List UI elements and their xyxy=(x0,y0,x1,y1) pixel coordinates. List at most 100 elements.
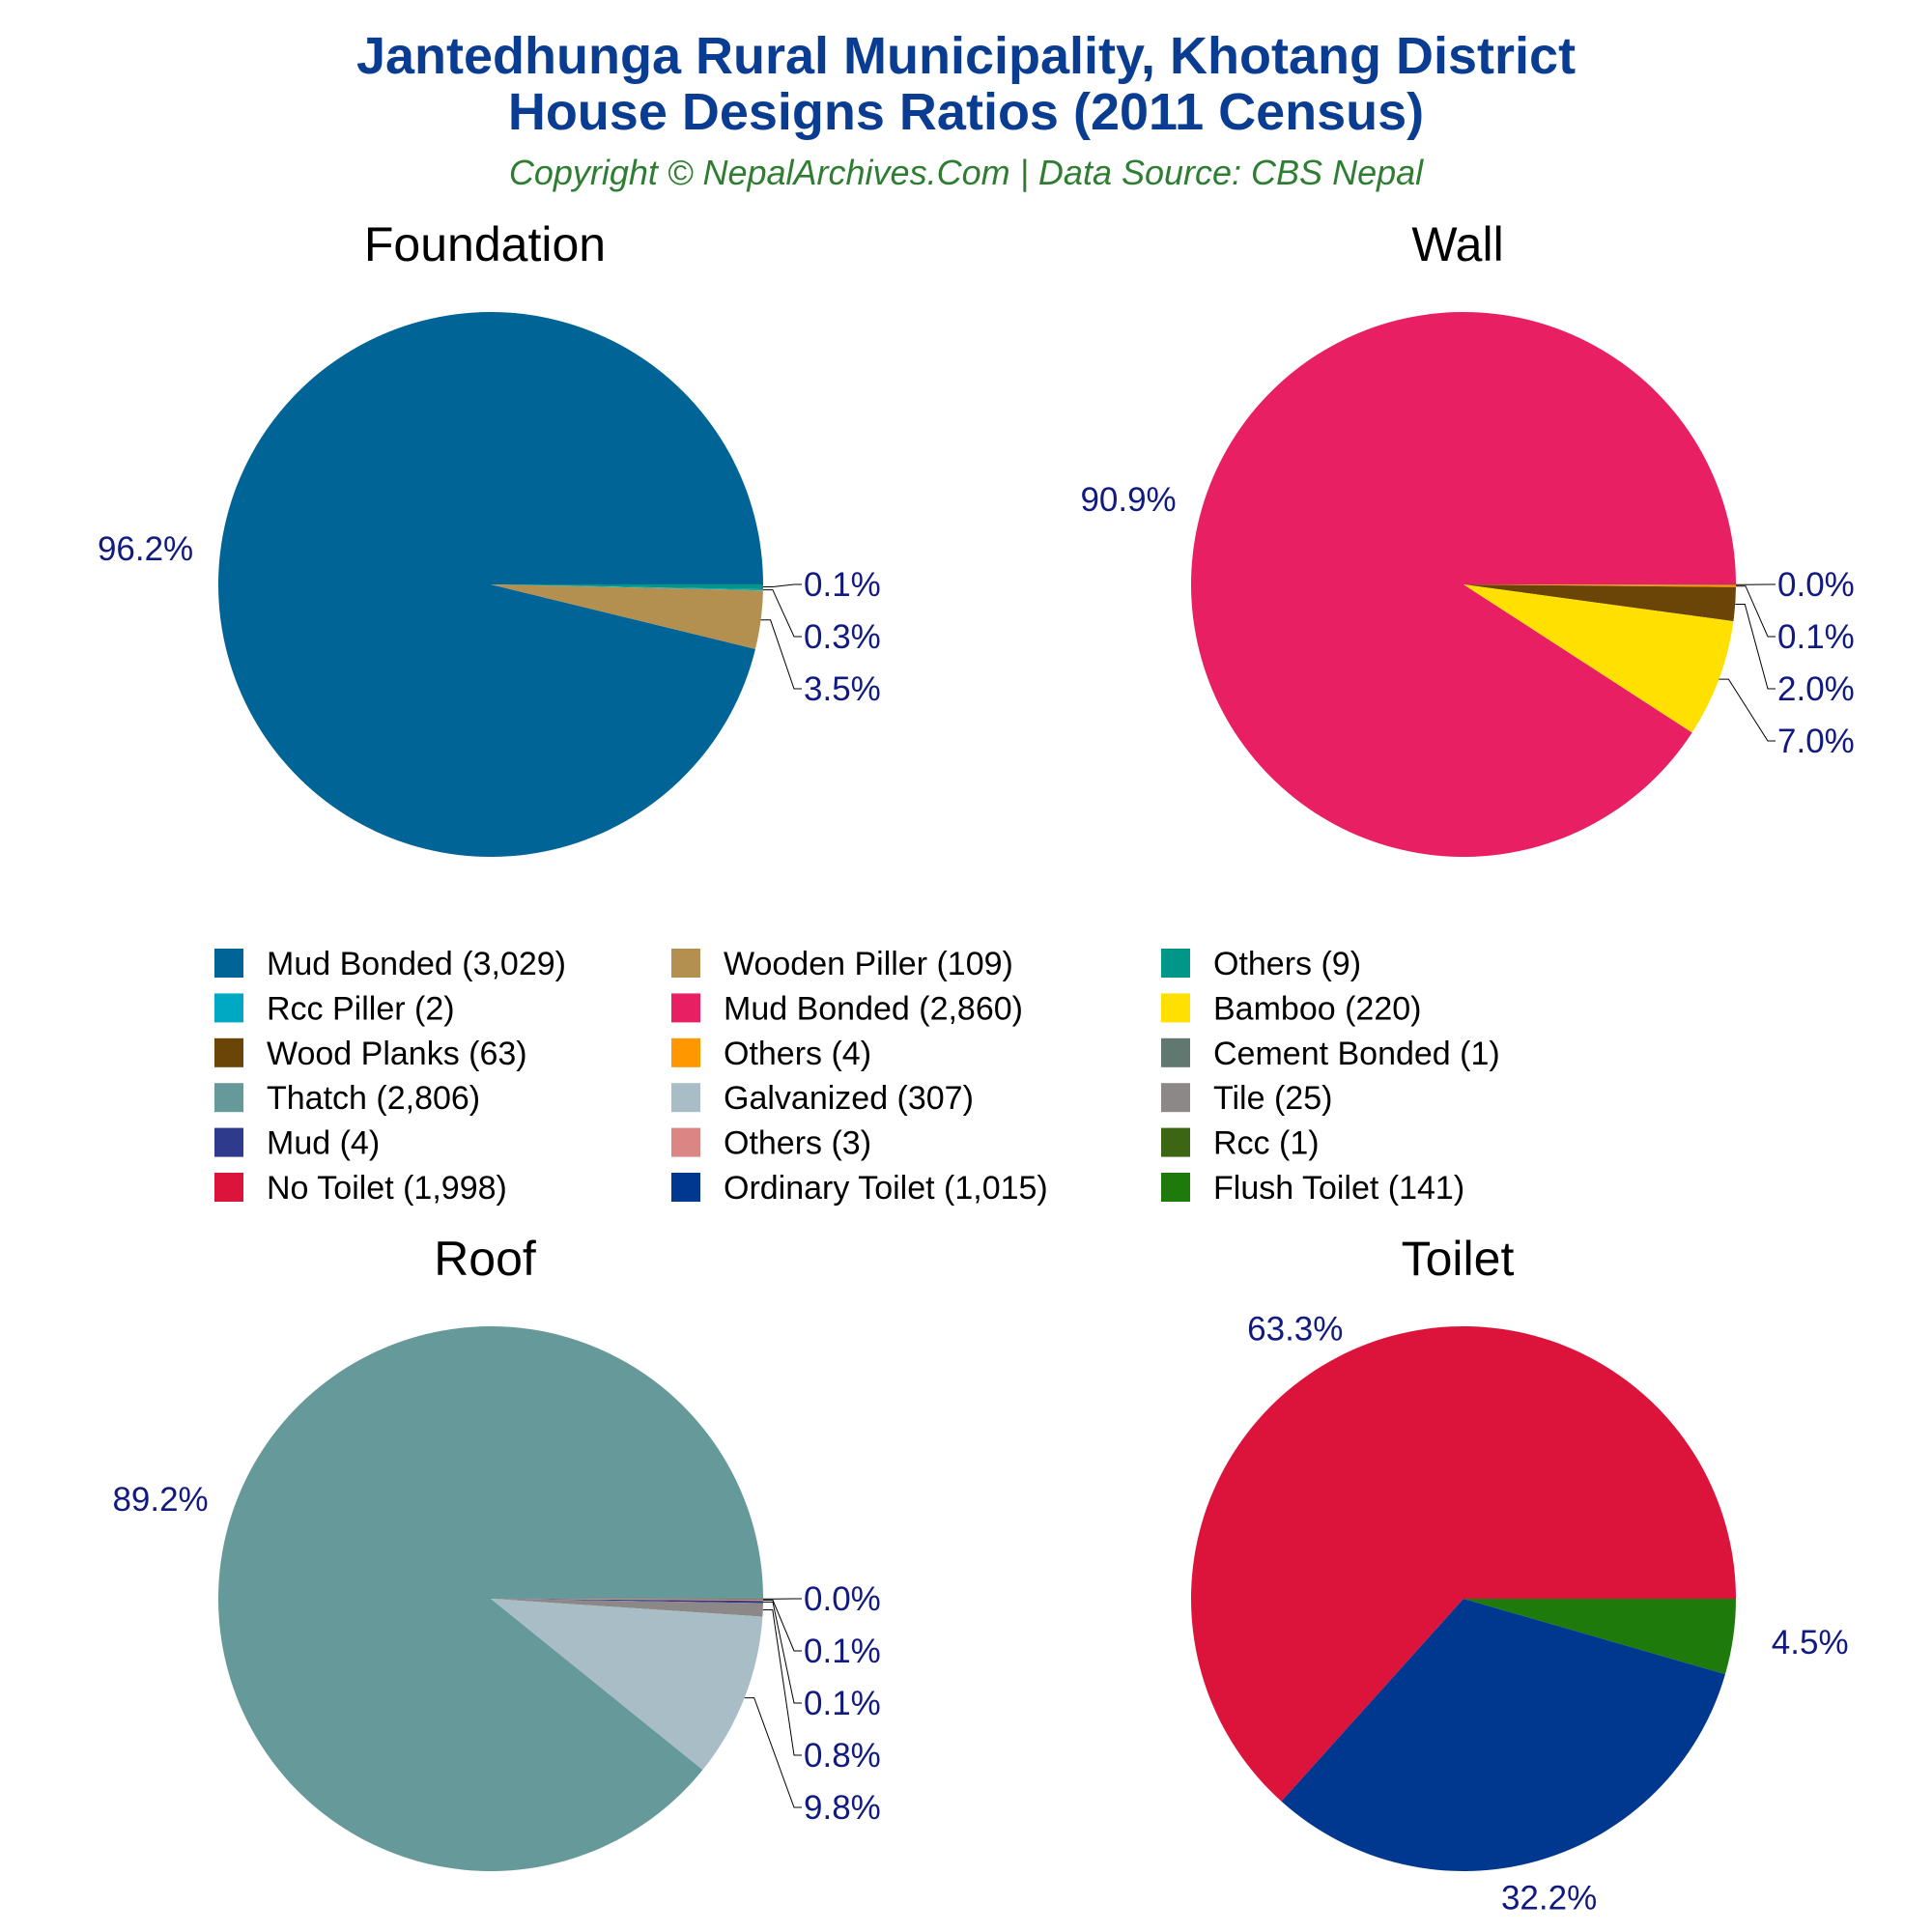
pie-slice-roof-thatch xyxy=(217,1325,763,1871)
leader-lines xyxy=(760,583,802,690)
pct-label-toilet-no-toilet: 63.3% xyxy=(1247,1311,1343,1349)
legend-item: Bamboo (220) xyxy=(1161,990,1421,1027)
legend-swatch-tile xyxy=(1161,1083,1190,1113)
legend-swatch-flush-toilet xyxy=(1161,1173,1190,1202)
pct-label-foundation-others: 0.1% xyxy=(804,566,881,604)
leader-line-roof-galvanized xyxy=(744,1697,802,1808)
legend-label-galvanized: Galvanized (307) xyxy=(724,1080,974,1117)
leader-line-roof-others xyxy=(763,1599,802,1652)
legend-label-no-toilet: No Toilet (1,998) xyxy=(267,1170,507,1207)
pie-wall: Wall 90.9% 0.0% 0.1% 2.0% 7.0% xyxy=(1080,217,1855,858)
pie-slice-foundation-others xyxy=(491,584,763,590)
legend-label-mud-bonded: Mud Bonded (2,860) xyxy=(724,990,1023,1027)
pct-label-roof-others: 0.1% xyxy=(804,1633,881,1670)
pct-label-foundation-wooden-piller: 3.5% xyxy=(804,670,881,708)
legend-label-bamboo: Bamboo (220) xyxy=(1213,990,1421,1027)
legend-swatch-ordinary-toilet xyxy=(671,1173,700,1202)
legend-swatch-wooden-piller xyxy=(671,949,700,978)
legend-label-wooden-piller: Wooden Piller (109) xyxy=(724,946,1013,982)
leader-line-wall-bamboo xyxy=(1719,678,1776,742)
legend-item: Mud (4) xyxy=(214,1125,380,1162)
pct-label-wall-others: 0.1% xyxy=(1777,618,1855,656)
legend-item: Others (4) xyxy=(671,1036,871,1072)
legend-label-mud: Mud (4) xyxy=(267,1125,380,1162)
pie-slices xyxy=(1190,1325,1736,1871)
pie-title-wall: Wall xyxy=(1411,217,1503,271)
legend-swatch-galvanized xyxy=(671,1083,700,1113)
legend-swatch-wood-planks xyxy=(214,1037,243,1067)
legend-swatch-others xyxy=(671,1037,700,1067)
leader-lines xyxy=(1719,583,1776,742)
pie-labels: 96.2% 0.1% 0.3% 3.5% xyxy=(98,530,881,708)
legend-item: Rcc (1) xyxy=(1161,1125,1320,1162)
leader-line-foundation-rcc-piller xyxy=(762,589,802,638)
pie-labels: 63.3% 4.5% 32.2% xyxy=(1247,1311,1848,1918)
legend-label-tile: Tile (25) xyxy=(1213,1080,1332,1117)
legend-label-rcc-piller: Rcc Piller (2) xyxy=(267,990,455,1027)
pie-slice-foundation-mud-bonded xyxy=(217,312,764,858)
legend-item: Mud Bonded (3,029) xyxy=(214,946,566,982)
pie-slice-toilet-no-toilet xyxy=(1190,1325,1736,1802)
legend-swatch-no-toilet xyxy=(214,1173,243,1202)
legend-item: Cement Bonded (1) xyxy=(1161,1036,1500,1072)
pie-slice-wall-cement-bonded xyxy=(1463,584,1737,585)
chart-subtitle: Copyright © NepalArchives.Com | Data Sou… xyxy=(509,153,1424,192)
leader-line-roof-mud xyxy=(763,1601,802,1704)
legend-item: Others (9) xyxy=(1161,946,1361,982)
pct-label-toilet-ordinary-toilet: 32.2% xyxy=(1501,1880,1597,1918)
pie-slice-toilet-flush-toilet xyxy=(1463,1599,1736,1675)
pie-slice-roof-tile xyxy=(491,1599,763,1617)
pie-title-foundation: Foundation xyxy=(364,217,606,271)
legend-swatch-bamboo xyxy=(1161,993,1190,1023)
chart-title-line1: Jantedhunga Rural Municipality, Khotang … xyxy=(356,27,1576,85)
legend-swatch-mud-bonded xyxy=(671,993,700,1023)
pct-label-roof-thatch: 89.2% xyxy=(112,1481,208,1519)
pie-slice-wall-others xyxy=(1463,584,1736,587)
pct-label-toilet-flush-toilet: 4.5% xyxy=(1772,1624,1849,1662)
legend-label-others: Others (3) xyxy=(724,1125,871,1162)
legend-item: Mud Bonded (2,860) xyxy=(671,990,1023,1027)
legend-label-rcc: Rcc (1) xyxy=(1213,1125,1320,1162)
legend-label-flush-toilet: Flush Toilet (141) xyxy=(1213,1170,1464,1207)
pie-slice-foundation-wooden-piller xyxy=(491,584,763,649)
pie-slices xyxy=(217,1325,764,1871)
legend-item: Flush Toilet (141) xyxy=(1161,1170,1464,1207)
legend-item: Tile (25) xyxy=(1161,1080,1332,1117)
pie-labels: 89.2% 0.0% 0.1% 0.1% 0.8% 9.8% xyxy=(112,1481,880,1827)
pct-label-wall-bamboo: 7.0% xyxy=(1777,723,1855,760)
legend-item: Galvanized (307) xyxy=(671,1080,974,1117)
legend-item: Wooden Piller (109) xyxy=(671,946,1013,982)
legend-item: Wood Planks (63) xyxy=(214,1036,527,1072)
pie-slice-toilet-ordinary-toilet xyxy=(1281,1599,1725,1871)
leader-lines xyxy=(744,1598,802,1808)
legend-swatch-rcc xyxy=(1161,1127,1190,1157)
leader-line-wall-others xyxy=(1736,585,1776,638)
pct-label-roof-mud: 0.1% xyxy=(804,1685,881,1722)
pie-labels: 90.9% 0.0% 0.1% 2.0% 7.0% xyxy=(1080,481,1854,760)
legend-label-others: Others (9) xyxy=(1213,946,1361,982)
pie-slices xyxy=(1190,312,1737,858)
leader-line-roof-tile xyxy=(762,1609,802,1756)
pct-label-wall-mud-bonded: 90.9% xyxy=(1080,481,1176,519)
legend-item: No Toilet (1,998) xyxy=(214,1170,507,1207)
pct-label-foundation-rcc-piller: 0.3% xyxy=(804,618,881,656)
legend-label-wood-planks: Wood Planks (63) xyxy=(267,1036,527,1072)
legend-label-cement-bonded: Cement Bonded (1) xyxy=(1213,1036,1500,1072)
pie-slice-roof-galvanized xyxy=(491,1599,763,1771)
legend-swatch-rcc-piller xyxy=(214,993,243,1023)
legend-swatch-cement-bonded xyxy=(1161,1037,1190,1067)
leader-line-foundation-wooden-piller xyxy=(760,619,802,690)
legend: Mud Bonded (3,029) Wooden Piller (109) Oth… xyxy=(214,946,1500,1207)
legend-label-mud-bonded: Mud Bonded (3,029) xyxy=(267,946,566,982)
pie-slice-roof-others xyxy=(491,1599,763,1602)
chart-title-line2: House Designs Ratios (2011 Census) xyxy=(508,83,1424,141)
pct-label-wall-cement-bonded: 0.0% xyxy=(1777,566,1855,604)
legend-item: Others (3) xyxy=(671,1125,871,1162)
pie-slice-roof-mud xyxy=(491,1599,763,1604)
pie-title-toilet: Toilet xyxy=(1402,1232,1515,1286)
legend-label-others: Others (4) xyxy=(724,1036,871,1072)
pct-label-roof-rcc: 0.0% xyxy=(804,1580,881,1618)
pie-foundation: Foundation 96.2% 0.1% 0.3% 3.5% xyxy=(98,217,881,858)
legend-swatch-thatch xyxy=(214,1083,243,1113)
pie-title-roof: Roof xyxy=(434,1232,536,1286)
